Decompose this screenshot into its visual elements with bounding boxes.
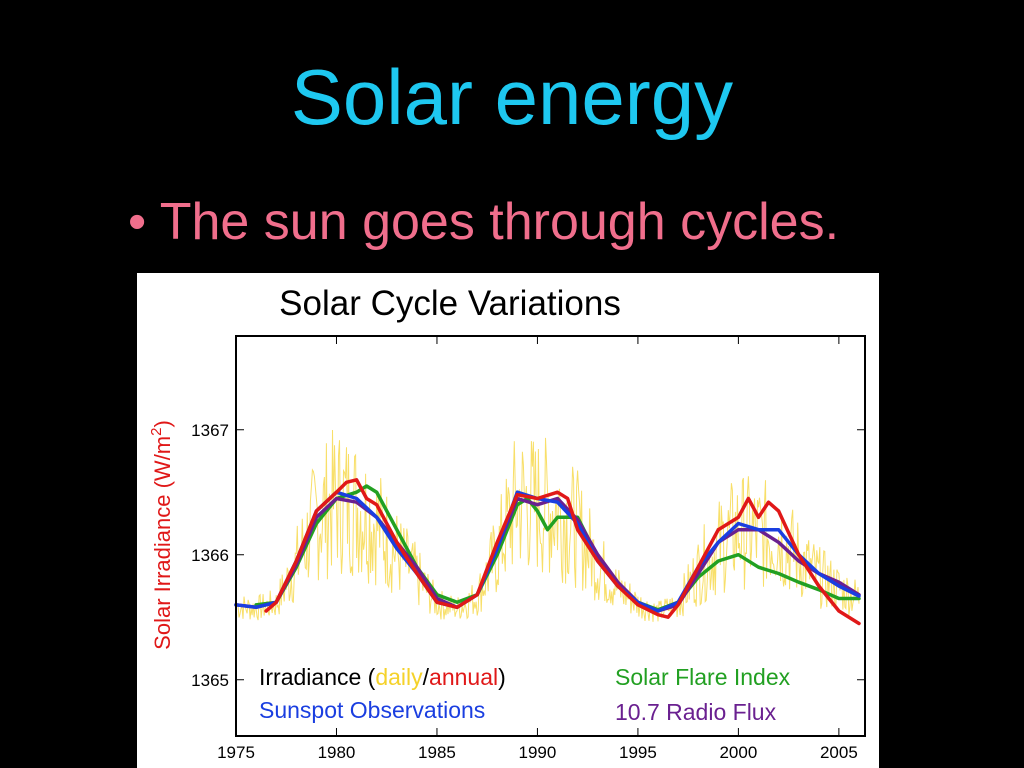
legend-irradiance-prefix: Irradiance (: [259, 664, 376, 690]
slide-title: Solar energy: [290, 53, 734, 141]
daily-irradiance-series: [236, 429, 860, 622]
y-axis-label-close: ): [150, 420, 175, 427]
axis-ticks: [235, 336, 865, 736]
legend-irradiance-suffix: ): [498, 664, 506, 690]
legend-radio: 10.7 Radio Flux: [615, 699, 777, 725]
plot-frame: [235, 335, 866, 737]
x-tick-label: 1975: [217, 743, 255, 762]
legend-daily: daily: [375, 664, 423, 690]
sunspot-series-line: [234, 490, 861, 613]
annual-series-line: [264, 478, 861, 626]
legend: Irradiance (daily/annual) Sunspot Observ…: [259, 664, 791, 725]
x-tick-label: 2005: [820, 743, 858, 762]
x-tick-label: 1980: [318, 743, 356, 762]
solar-cycle-chart: Solar Cycle Variations 1975 1980 1985 1990 1…: [137, 273, 879, 768]
daily-irradiance-line: [236, 429, 860, 622]
legend-sunspot: Sunspot Observations: [259, 697, 485, 723]
y-tick-label: 1366: [191, 546, 229, 565]
x-tick-label: 2000: [719, 743, 757, 762]
y-tick-label: 1367: [191, 421, 229, 440]
legend-irradiance: Irradiance (daily/annual): [259, 664, 506, 690]
chart-canvas: Solar Cycle Variations 1975 1980 1985 1990 1…: [148, 284, 866, 762]
bullet-point: • The sun goes through cycles.: [128, 190, 839, 254]
x-tick-labels: 1975 1980 1985 1990 1995 2000 2005: [217, 743, 858, 762]
y-axis-label: Solar Irradiance (W/m2): [148, 420, 175, 650]
x-tick-label: 1985: [418, 743, 456, 762]
annual-series-lines: [234, 478, 861, 626]
legend-flare: Solar Flare Index: [615, 664, 791, 690]
y-tick-label: 1365: [191, 671, 229, 690]
legend-slash: /: [423, 664, 430, 690]
y-axis-label-sup: 2: [148, 428, 165, 436]
y-axis-label-text: Solar Irradiance (W/m: [150, 436, 175, 650]
x-tick-label: 1995: [619, 743, 657, 762]
bullet-mark: •: [128, 193, 147, 251]
chart-title: Solar Cycle Variations: [279, 284, 621, 323]
legend-annual: annual: [429, 664, 498, 690]
x-tick-label: 1990: [519, 743, 557, 762]
bullet-text: The sun goes through cycles.: [159, 193, 840, 251]
y-tick-labels: 1365 1366 1367: [191, 421, 229, 690]
